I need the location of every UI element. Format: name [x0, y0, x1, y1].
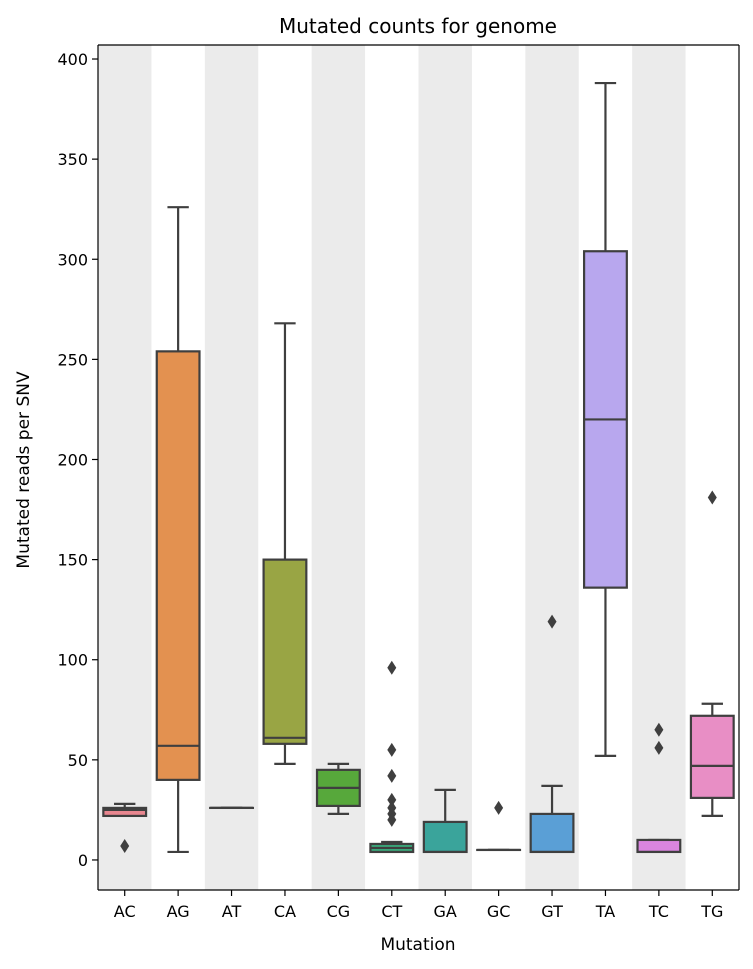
x-tick-label-cg: CG [327, 902, 351, 921]
x-tick-label-gc: GC [487, 902, 511, 921]
x-tick-label-tg: TG [700, 902, 723, 921]
x-tick-label-ag: AG [167, 902, 190, 921]
box-body-ac [102, 806, 148, 818]
y-tick-label-350: 350 [57, 150, 88, 169]
y-tick-label-300: 300 [57, 250, 88, 269]
box-body-ga [422, 820, 468, 854]
box-ag [155, 206, 201, 854]
box-body-tg [689, 714, 735, 799]
y-tick-label-200: 200 [57, 450, 88, 469]
box-cg [315, 762, 361, 816]
box-body-ca [262, 558, 308, 745]
x-axis-label: Mutation [380, 935, 455, 955]
y-tick-label-150: 150 [57, 551, 88, 570]
outlier-tc-1 [654, 740, 664, 755]
box-body-gt [529, 812, 575, 854]
outlier-ct-1 [387, 742, 397, 757]
y-axis-label: Mutated reads per SNV [14, 371, 34, 569]
outlier-ct-6 [387, 812, 397, 827]
x-tick-label-ca: CA [274, 902, 296, 921]
y-tick-label-400: 400 [57, 50, 88, 69]
background-band-tc [632, 45, 686, 890]
box-body-tc [636, 838, 682, 854]
background-band-ga [418, 45, 472, 890]
x-tick-label-gt: GT [541, 902, 563, 921]
background-band-gt [525, 45, 579, 890]
y-tick-label-0: 0 [78, 851, 88, 870]
outlier-ct-3 [387, 792, 397, 807]
background-band-ac [98, 45, 152, 890]
background-band-cg [311, 45, 366, 890]
x-tick-label-ac: AC [114, 902, 136, 921]
x-tick-label-ct: CT [381, 902, 402, 921]
box-ca [262, 322, 308, 765]
y-tick-label-50: 50 [68, 751, 88, 770]
chart-title: Mutated counts for genome [279, 14, 557, 38]
background-bands [98, 45, 686, 890]
box-body-ag [155, 350, 201, 781]
box-ct [369, 660, 415, 854]
outlier-ac-0 [120, 838, 130, 853]
box-ta [582, 81, 628, 757]
axes: 0 50 100 150 200 250 300 350 400 AC AG AT CA CG CT GA GC… [57, 44, 740, 921]
x-tick-label-tc: TC [648, 902, 669, 921]
y-tick-label-250: 250 [57, 350, 88, 369]
box-tc [636, 722, 682, 854]
outlier-gt-0 [547, 614, 557, 629]
x-tick-label-at: AT [222, 902, 242, 921]
outlier-gc-0 [494, 800, 504, 815]
box-gc [476, 800, 522, 852]
outlier-tg-0 [707, 490, 717, 505]
y-tick-label-100: 100 [57, 651, 88, 670]
box-ga [422, 788, 468, 854]
box-ac [102, 802, 148, 853]
outlier-ct-0 [387, 660, 397, 675]
box-gt [529, 614, 575, 854]
x-tick-label-ta: TA [595, 902, 616, 921]
outlier-ct-2 [387, 768, 397, 783]
background-band-at [204, 45, 259, 890]
x-tick-label-ga: GA [434, 902, 457, 921]
box-series [102, 81, 735, 854]
outlier-tc-0 [654, 722, 664, 737]
box-tg [689, 490, 735, 818]
